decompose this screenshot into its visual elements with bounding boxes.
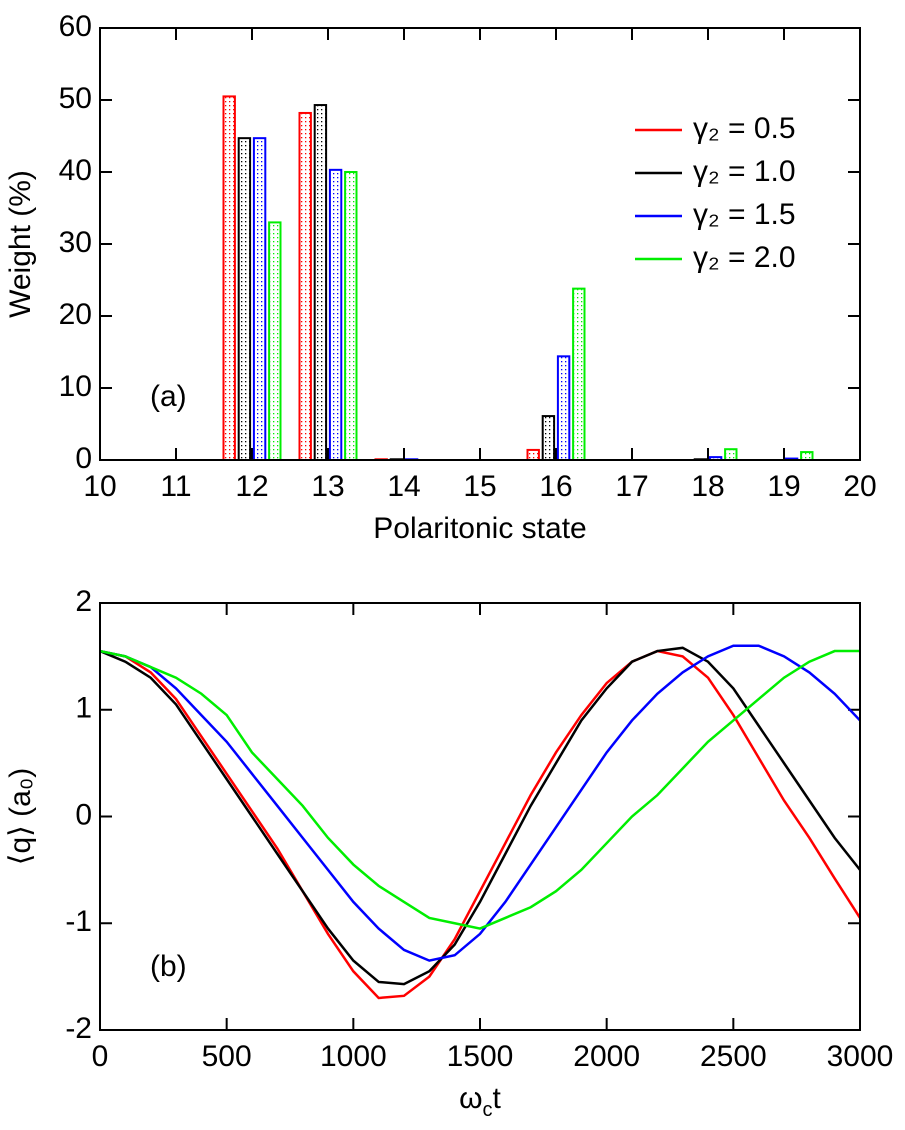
y-tick-label: 50: [59, 82, 92, 115]
x-tick-label: 20: [843, 470, 876, 503]
bar: [252, 137, 267, 461]
legend-label: γ₂ = 2.0: [693, 241, 796, 274]
line: [99, 649, 860, 930]
x-tick-label: 1500: [447, 1040, 514, 1073]
bar: [313, 104, 328, 461]
bar: [344, 171, 358, 461]
y-tick-label: 1: [75, 692, 92, 725]
y-tick-label: 10: [59, 370, 92, 403]
x-tick-label: 18: [691, 470, 724, 503]
line: [99, 649, 862, 1000]
y-tick-label: 0: [75, 798, 92, 831]
x-axis-label-part: ω: [459, 1082, 482, 1115]
bar: [572, 287, 586, 462]
y-tick-label: 20: [59, 298, 92, 331]
x-tick-label: 12: [235, 470, 268, 503]
x-tick-label: 13: [311, 470, 344, 503]
legend-label: γ₂ = 0.5: [693, 112, 796, 145]
bar: [328, 168, 343, 461]
bar: [800, 451, 814, 461]
x-tick-label: 0: [92, 1040, 109, 1073]
y-tick-label: 2: [75, 585, 92, 618]
panel-label: (a): [150, 380, 187, 413]
y-tick-label: 0: [75, 442, 92, 475]
plot-frame: [99, 27, 861, 461]
x-axis-label: Polaritonic state: [373, 512, 586, 545]
bar: [526, 448, 540, 462]
x-tick-label: 19: [767, 470, 800, 503]
x-tick-label: 11: [160, 470, 191, 503]
x-tick-label: 10: [83, 470, 116, 503]
x-tick-label: 15: [463, 470, 496, 503]
y-tick-label: 60: [59, 10, 92, 43]
x-tick-label: 17: [615, 470, 648, 503]
x-tick-label: 1000: [320, 1040, 387, 1073]
x-tick-label: 2000: [573, 1040, 640, 1073]
y-axis-label: ⟨q⟩ (a₀): [4, 768, 37, 866]
y-axis-label: Weight (%): [4, 170, 37, 318]
bar: [556, 355, 571, 462]
bar: [298, 111, 312, 462]
y-tick-label: 30: [59, 226, 92, 259]
x-axis-label-part: t: [493, 1082, 502, 1115]
bar: [222, 95, 236, 462]
plot-frame: [99, 602, 861, 1031]
y-tick-label: 40: [59, 154, 92, 187]
x-tick-label: 2500: [700, 1040, 767, 1073]
y-tick-label: -2: [65, 1012, 92, 1045]
x-axis-label: ωct: [459, 1082, 501, 1121]
x-tick-label: 16: [539, 470, 572, 503]
y-tick-label: -1: [65, 905, 92, 938]
x-axis-label-part: c: [483, 1099, 493, 1121]
bar: [237, 137, 252, 461]
x-tick-label: 3000: [827, 1040, 894, 1073]
x-tick-label: 14: [387, 470, 420, 503]
panel-label: (b): [150, 950, 187, 983]
x-tick-label: 500: [202, 1040, 252, 1073]
bar: [268, 221, 282, 461]
bar: [724, 448, 738, 462]
line: [99, 646, 861, 986]
legend-label: γ₂ = 1.5: [693, 198, 796, 231]
bar: [541, 415, 556, 461]
line: [99, 644, 861, 962]
legend-label: γ₂ = 1.0: [693, 155, 796, 188]
